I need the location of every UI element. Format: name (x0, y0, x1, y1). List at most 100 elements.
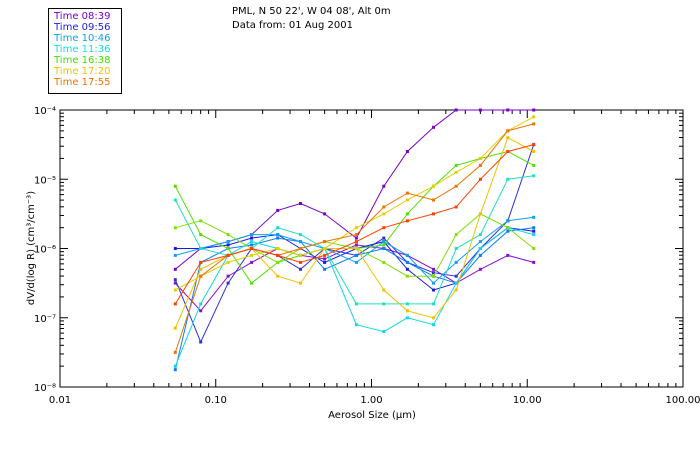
series-point (506, 226, 510, 230)
series-point (173, 326, 177, 330)
series-point (354, 260, 358, 264)
series-point (226, 247, 230, 250)
series-point (382, 247, 386, 250)
series-point (478, 212, 482, 216)
series-point (454, 170, 458, 174)
series-point (382, 243, 386, 247)
series-point (454, 205, 458, 209)
series-point (454, 274, 458, 278)
series-point (432, 184, 435, 188)
series-point (173, 184, 177, 188)
series-point (276, 253, 280, 257)
series-line (174, 175, 534, 305)
series-point (478, 247, 482, 250)
series-point (382, 288, 386, 292)
series-point (354, 323, 358, 327)
series-point (532, 229, 536, 233)
series-point (382, 205, 386, 209)
series-point (199, 309, 203, 313)
x-axis-label: Aerosol Size (μm) (328, 410, 416, 421)
series-point (299, 233, 302, 237)
series-11 (173, 115, 536, 292)
series-point (299, 260, 302, 264)
series-point (276, 226, 280, 230)
series-point (532, 247, 536, 250)
series-point (354, 226, 358, 230)
axis-ticks: 0.01 0.10 1.00 10.00 100.00 10⁻⁸ 10⁻⁷ 10⁻⁶ 10⁻⁵ 1… (34, 106, 700, 406)
legend-item: Time 11:36 (54, 44, 111, 55)
series-4 (173, 226, 536, 372)
series-point (532, 163, 536, 167)
series-point (173, 267, 177, 271)
series-point (382, 302, 386, 306)
series-point (382, 240, 386, 244)
series-point (506, 150, 510, 153)
series-point (276, 260, 280, 264)
series-point (532, 143, 536, 147)
series-point (276, 233, 280, 237)
series-point (323, 267, 327, 271)
series-point (382, 212, 386, 216)
series-point (532, 226, 536, 230)
series-point (354, 247, 358, 250)
series-point (506, 136, 510, 140)
series-point (199, 340, 203, 344)
series-point (432, 302, 435, 306)
series-point (432, 288, 435, 292)
series-point (323, 240, 327, 244)
series-point (354, 233, 358, 237)
series-point (173, 368, 177, 372)
series-point (478, 233, 482, 237)
series-point (250, 260, 254, 264)
series-point (432, 212, 435, 216)
series-point (382, 260, 386, 264)
series-point (454, 288, 458, 292)
series-point (382, 236, 386, 240)
series-point (432, 316, 435, 320)
series-point (432, 125, 435, 129)
series-point (432, 274, 435, 278)
series-1 (173, 243, 536, 313)
series-point (382, 330, 386, 334)
series-point (173, 281, 177, 285)
legend-item: Time 08:39 (54, 11, 111, 22)
series-point (173, 350, 177, 354)
series-point (250, 281, 254, 285)
series-point (506, 129, 510, 133)
series-point (432, 198, 435, 202)
legend: Time 08:39 Time 09:56 Time 10:46 Time 11:36… (48, 8, 122, 94)
series-point (506, 177, 510, 181)
series-point (405, 150, 409, 153)
series-point (299, 202, 302, 205)
series-point (226, 274, 230, 278)
series-point (405, 309, 409, 313)
series-point (323, 247, 327, 250)
series-8 (173, 150, 536, 285)
series-point (299, 240, 302, 244)
series-point (199, 247, 203, 250)
series-point (323, 257, 327, 261)
series-point (532, 108, 536, 112)
legend-item: Time 09:56 (54, 22, 111, 33)
series-point (454, 233, 458, 237)
series-point (323, 212, 327, 216)
series-point (382, 226, 386, 230)
series-point (454, 184, 458, 188)
series-point (276, 208, 280, 212)
series-point (250, 240, 254, 244)
series-point (532, 215, 536, 219)
series-point (199, 267, 203, 271)
series-point (506, 108, 510, 112)
series-point (532, 233, 536, 237)
legend-item: Time 17:55 (54, 77, 111, 88)
series-point (199, 260, 203, 264)
series-point (454, 260, 458, 264)
series-point (432, 271, 435, 275)
series-point (354, 243, 358, 247)
series-point (478, 267, 482, 271)
x-tick-label: 1.00 (360, 395, 382, 406)
series-point (405, 219, 409, 223)
series-2 (173, 143, 536, 344)
series-point (250, 247, 254, 250)
